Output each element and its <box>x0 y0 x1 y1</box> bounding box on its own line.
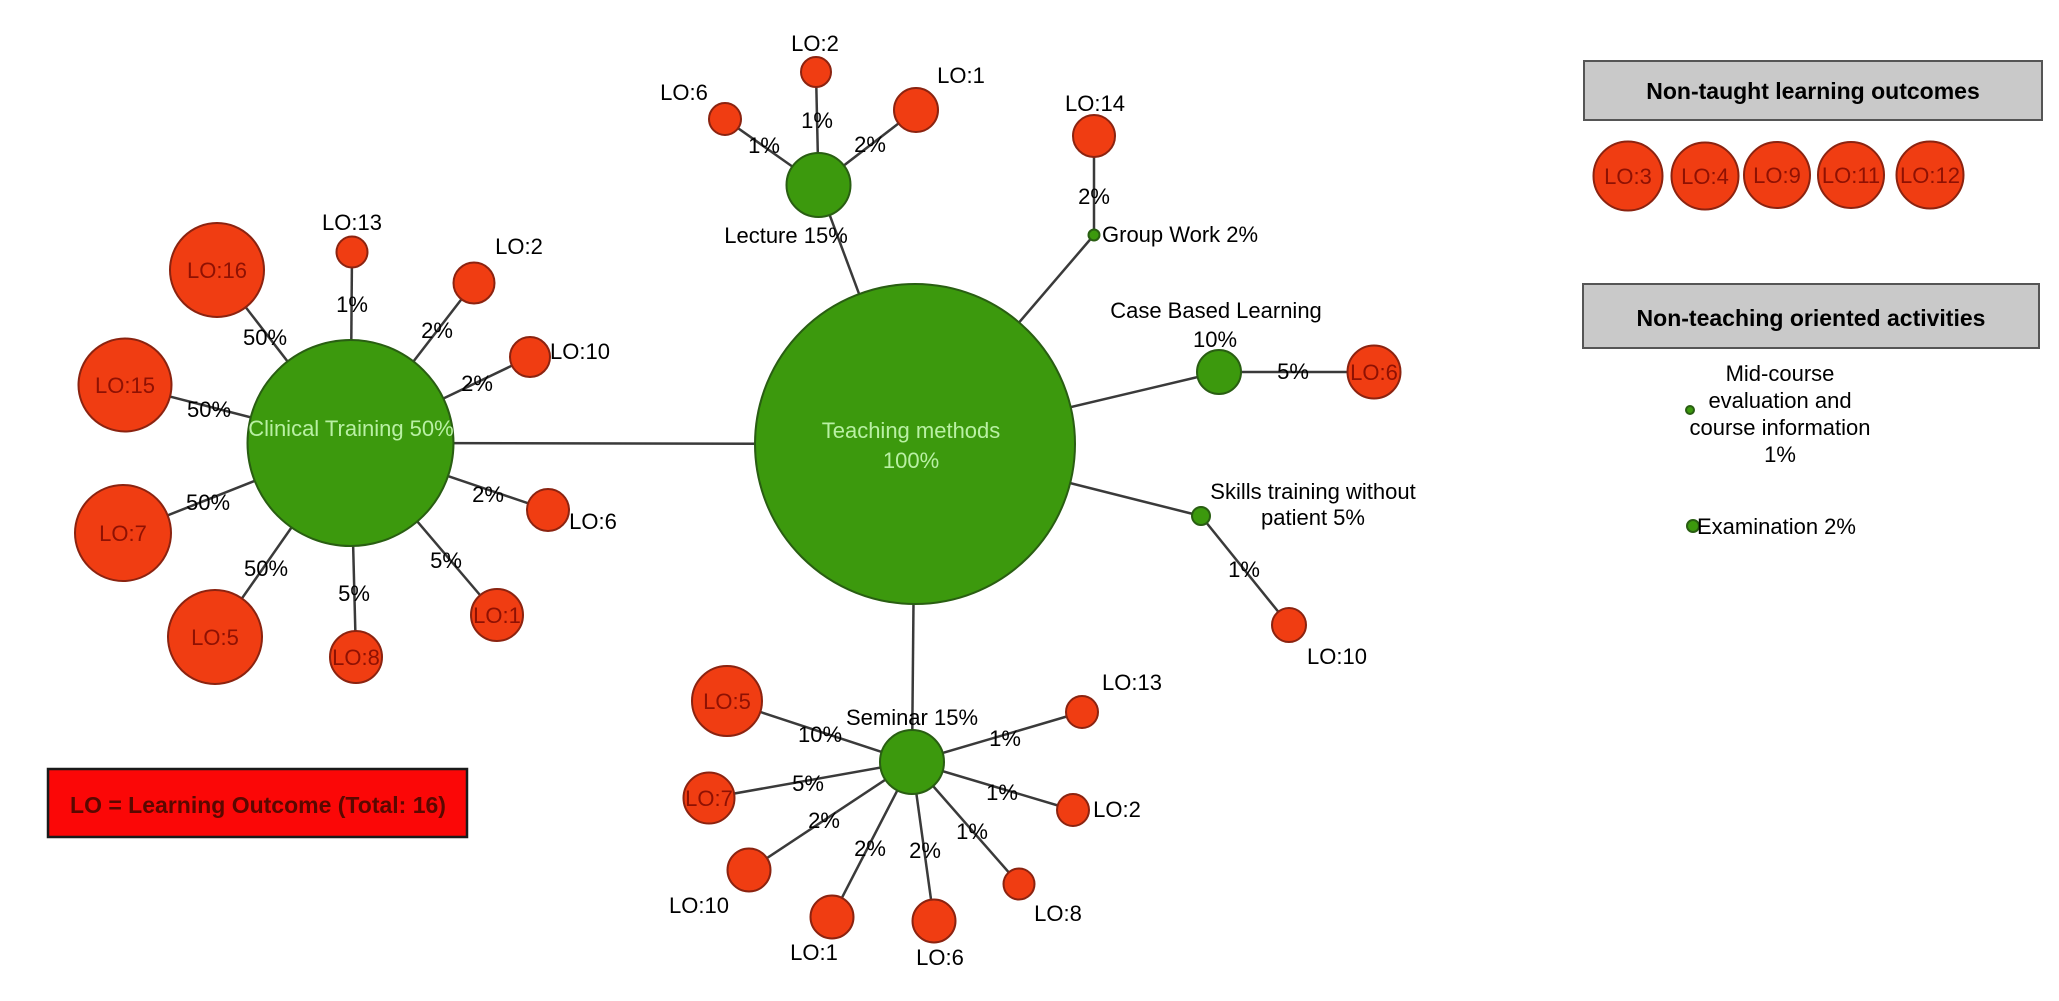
svg-text:Non-teaching oriented activiti: Non-teaching oriented activities <box>1637 305 1986 331</box>
svg-text:Examination 2%: Examination 2% <box>1697 514 1856 539</box>
svg-text:LO:6: LO:6 <box>660 80 708 105</box>
svg-text:LO:13: LO:13 <box>1102 670 1162 695</box>
svg-text:Mid-course: Mid-course <box>1726 361 1835 386</box>
svg-text:1%: 1% <box>1228 557 1260 582</box>
svg-text:5%: 5% <box>792 771 824 796</box>
svg-text:1%: 1% <box>989 726 1021 751</box>
svg-text:LO:3: LO:3 <box>1604 164 1652 189</box>
svg-text:LO:11: LO:11 <box>1822 163 1880 188</box>
svg-text:LO:10: LO:10 <box>669 893 729 918</box>
svg-text:LO:4: LO:4 <box>1681 164 1729 189</box>
svg-text:LO:5: LO:5 <box>191 625 239 650</box>
svg-text:LO:15: LO:15 <box>95 373 155 398</box>
svg-text:LO:2: LO:2 <box>1093 797 1141 822</box>
svg-text:1%: 1% <box>801 108 833 133</box>
svg-text:Case Based Learning: Case Based Learning <box>1110 298 1322 323</box>
svg-text:LO:1: LO:1 <box>790 940 838 965</box>
svg-text:1%: 1% <box>748 133 780 158</box>
svg-text:1%: 1% <box>1764 442 1796 467</box>
svg-text:LO:16: LO:16 <box>187 258 247 283</box>
svg-text:course information: course information <box>1690 415 1871 440</box>
svg-text:5%: 5% <box>1277 359 1309 384</box>
svg-text:50%: 50% <box>187 397 231 422</box>
svg-text:LO:6: LO:6 <box>569 509 617 534</box>
svg-text:evaluation and: evaluation and <box>1708 388 1851 413</box>
svg-text:2%: 2% <box>909 838 941 863</box>
svg-text:LO:10: LO:10 <box>550 339 610 364</box>
svg-text:Lecture 15%: Lecture 15% <box>724 223 848 248</box>
svg-text:LO:12: LO:12 <box>1900 163 1960 188</box>
svg-text:2%: 2% <box>421 318 453 343</box>
svg-text:LO:6: LO:6 <box>916 945 964 970</box>
svg-text:LO:1: LO:1 <box>937 63 985 88</box>
svg-text:LO:2: LO:2 <box>791 31 839 56</box>
svg-text:2%: 2% <box>472 482 504 507</box>
svg-text:LO:2: LO:2 <box>495 234 543 259</box>
svg-text:LO:1: LO:1 <box>473 603 521 628</box>
svg-text:50%: 50% <box>186 490 230 515</box>
svg-text:Seminar 15%: Seminar 15% <box>846 705 978 730</box>
svg-text:10%: 10% <box>1193 327 1237 352</box>
svg-text:LO:10: LO:10 <box>1307 644 1367 669</box>
svg-text:5%: 5% <box>338 581 370 606</box>
svg-text:LO:8: LO:8 <box>332 645 380 670</box>
svg-text:1%: 1% <box>956 819 988 844</box>
svg-text:Group Work 2%: Group Work 2% <box>1102 222 1258 247</box>
svg-text:Non-taught learning outcomes: Non-taught learning outcomes <box>1646 78 1980 104</box>
svg-text:5%: 5% <box>430 548 462 573</box>
svg-text:Skills training without: Skills training without <box>1210 479 1415 504</box>
svg-text:2%: 2% <box>1078 184 1110 209</box>
svg-text:100%: 100% <box>883 448 939 473</box>
svg-text:LO:5: LO:5 <box>703 689 751 714</box>
svg-text:LO:8: LO:8 <box>1034 901 1082 926</box>
svg-text:1%: 1% <box>336 292 368 317</box>
svg-text:LO:7: LO:7 <box>685 786 733 811</box>
svg-text:LO:9: LO:9 <box>1753 163 1801 188</box>
svg-text:2%: 2% <box>854 836 886 861</box>
svg-text:patient 5%: patient 5% <box>1261 505 1365 530</box>
svg-text:2%: 2% <box>461 371 493 396</box>
svg-text:LO:7: LO:7 <box>99 521 147 546</box>
svg-text:LO:14: LO:14 <box>1065 91 1125 116</box>
svg-text:Clinical Training 50%: Clinical Training 50% <box>248 416 453 441</box>
svg-text:2%: 2% <box>808 808 840 833</box>
svg-text:50%: 50% <box>244 556 288 581</box>
svg-text:1%: 1% <box>986 780 1018 805</box>
svg-text:LO:13: LO:13 <box>322 210 382 235</box>
svg-text:LO:6: LO:6 <box>1350 360 1398 385</box>
svg-text:2%: 2% <box>854 132 886 157</box>
svg-text:50%: 50% <box>243 325 287 350</box>
svg-text:10%: 10% <box>798 722 842 747</box>
svg-text:LO = Learning Outcome (Total:: LO = Learning Outcome (Total: 16) <box>70 792 446 818</box>
svg-text:Teaching methods: Teaching methods <box>822 418 1001 443</box>
